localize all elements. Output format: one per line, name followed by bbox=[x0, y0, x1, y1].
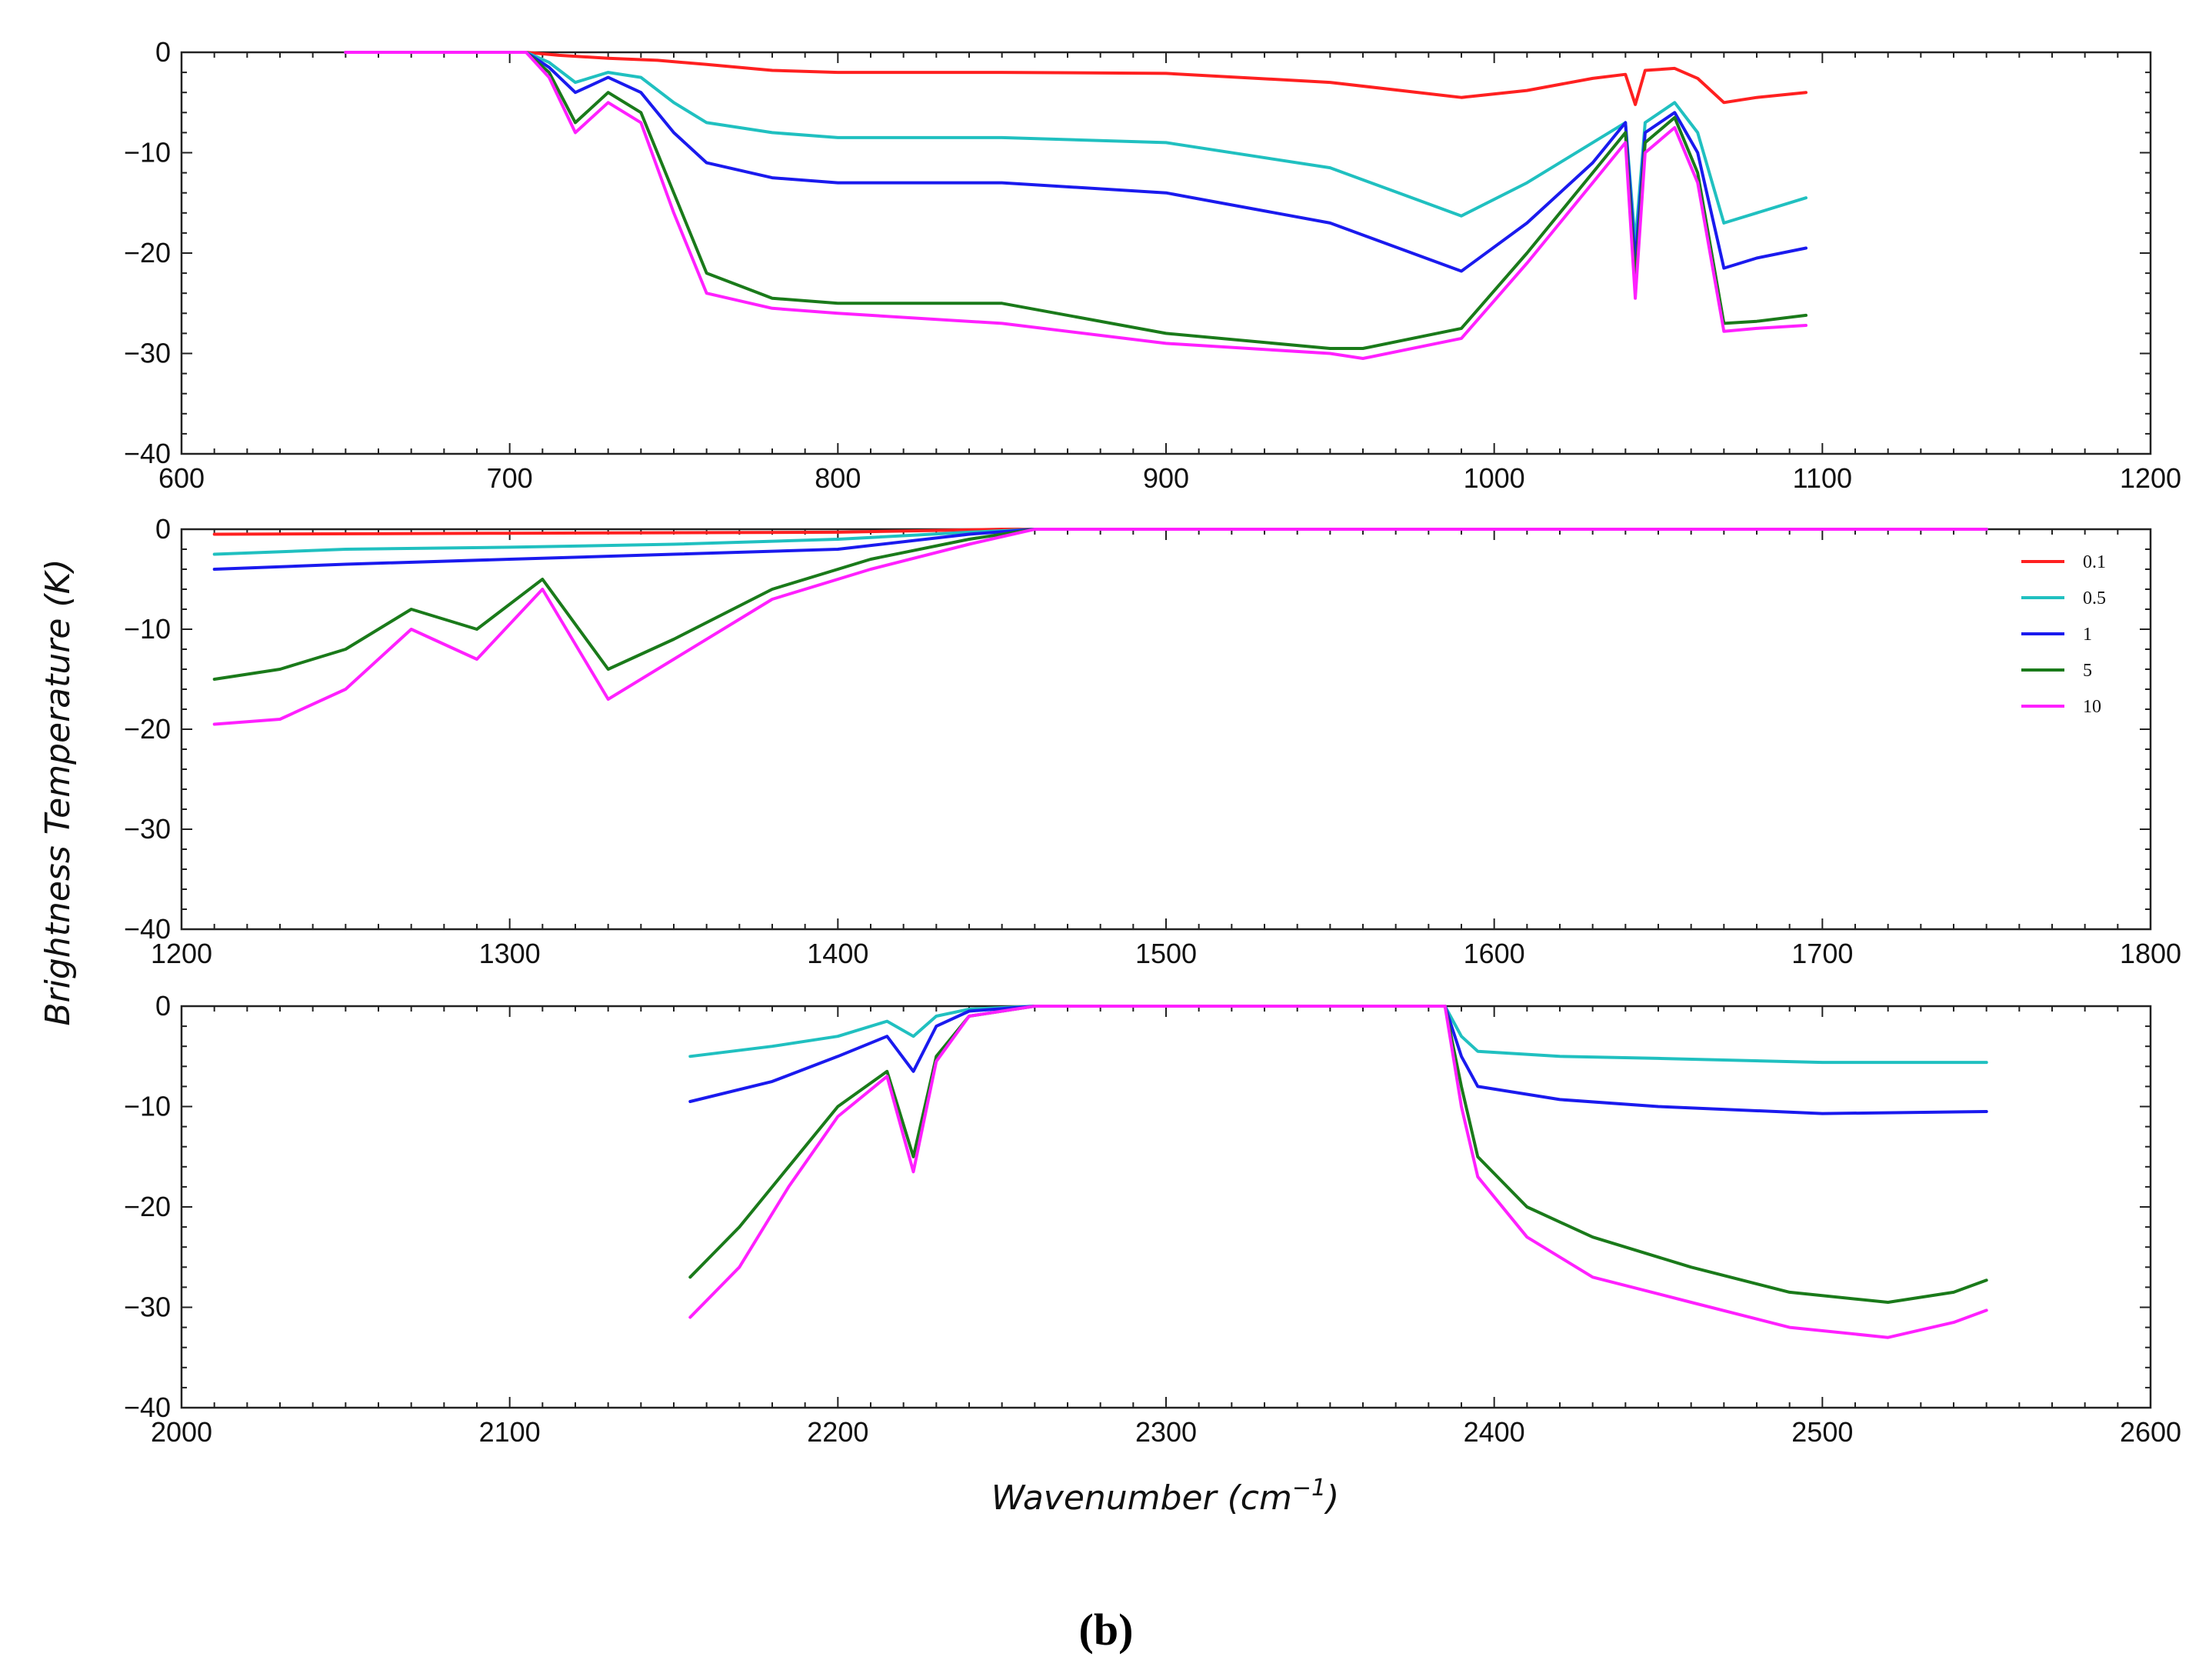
legend-label: 10 bbox=[2083, 697, 2101, 717]
plot-frame bbox=[180, 51, 2152, 455]
x-tick-label: 800 bbox=[815, 462, 861, 494]
x-tick-label: 1600 bbox=[1464, 938, 1525, 969]
y-axis-title: Brightness Temperature (K) bbox=[38, 558, 78, 1025]
x-tick-label: 2200 bbox=[807, 1416, 868, 1448]
x-tick-label: 2500 bbox=[1791, 1416, 1853, 1448]
legend-label: 5 bbox=[2083, 661, 2092, 681]
x-tick-label: 1700 bbox=[1791, 938, 1853, 969]
x-tick-label: 1000 bbox=[1464, 462, 1525, 494]
panel-middle: 1200 1300 1400 1500 1600 1700 1800 0 −10 −20 −30 −4… bbox=[124, 513, 2181, 969]
series-line-5 bbox=[688, 1005, 1988, 1304]
x-tick-label: 2000 bbox=[151, 1416, 212, 1448]
x-tick-label: 700 bbox=[487, 462, 533, 494]
series-line-0_1 bbox=[344, 51, 1808, 106]
y-tick-label: −30 bbox=[124, 1292, 171, 1323]
y-tick-label: −40 bbox=[124, 913, 171, 945]
series-line-10 bbox=[344, 51, 1808, 360]
series-line-1 bbox=[344, 51, 1808, 273]
y-tick-label: −10 bbox=[124, 1091, 171, 1122]
y-tick-label: 0 bbox=[155, 990, 171, 1022]
x-tick-label: 2100 bbox=[479, 1416, 541, 1448]
x-tick-label: 1100 bbox=[1793, 462, 1852, 494]
x-axis-title-main: Wavenumber (cm bbox=[991, 1478, 1292, 1518]
series-line-10 bbox=[688, 1005, 1988, 1339]
legend-label: 0.5 bbox=[2083, 588, 2106, 608]
y-tick-label: −30 bbox=[124, 813, 171, 845]
x-tick-label: 600 bbox=[158, 462, 205, 494]
x-tick-label: 2300 bbox=[1135, 1416, 1197, 1448]
x-tick-label: 1200 bbox=[2120, 462, 2181, 494]
y-tick-label: −20 bbox=[124, 1191, 171, 1222]
y-tick-label: −30 bbox=[124, 338, 171, 369]
x-tick-label: 1500 bbox=[1135, 938, 1197, 969]
y-tick-label: −10 bbox=[124, 137, 171, 168]
x-tick-label: 2600 bbox=[2120, 1416, 2181, 1448]
legend-label: 1 bbox=[2083, 625, 2092, 645]
legend-label: 0.1 bbox=[2083, 552, 2106, 572]
panel-bottom: 2000 2100 2200 2300 2400 2500 2600 0 −10 −20 −30 −4… bbox=[124, 990, 2181, 1448]
series-line-5 bbox=[212, 528, 1988, 681]
x-tick-label: 1300 bbox=[479, 938, 541, 969]
y-tick-label: −20 bbox=[124, 237, 171, 268]
y-tick-label: −40 bbox=[124, 1392, 171, 1423]
y-tick-label: 0 bbox=[155, 513, 171, 545]
x-tick-label: 1400 bbox=[807, 938, 868, 969]
series-line-1 bbox=[212, 528, 1988, 571]
x-tick-label: 1200 bbox=[151, 938, 212, 969]
series-line-10 bbox=[212, 528, 1988, 726]
series-line-0_5 bbox=[688, 1005, 1988, 1065]
panel-top: 600 700 800 900 1000 1100 1200 0 −10 −20 −30 −40 bbox=[124, 36, 2181, 494]
y-tick-label: −40 bbox=[124, 438, 171, 469]
x-axis-title-sup: −1 bbox=[1292, 1475, 1326, 1502]
y-tick-label: −10 bbox=[124, 613, 171, 645]
x-axis-title-close: ) bbox=[1324, 1478, 1339, 1518]
legend: 0.1 0.5 1 5 10 bbox=[2021, 552, 2106, 717]
plot-frame bbox=[180, 528, 2152, 931]
figure-caption: (b) bbox=[1079, 1605, 1134, 1655]
series-line-0_5 bbox=[344, 51, 1808, 245]
x-tick-label: 1800 bbox=[2120, 938, 2181, 969]
y-tick-label: −20 bbox=[124, 713, 171, 745]
y-tick-label: 0 bbox=[155, 36, 171, 68]
series-line-5 bbox=[344, 51, 1808, 350]
x-tick-label: 2400 bbox=[1464, 1416, 1525, 1448]
plot-frame bbox=[180, 1005, 2152, 1409]
x-axis-title: Wavenumber (cm−1) bbox=[991, 1475, 1340, 1518]
x-tick-label: 900 bbox=[1143, 462, 1189, 494]
